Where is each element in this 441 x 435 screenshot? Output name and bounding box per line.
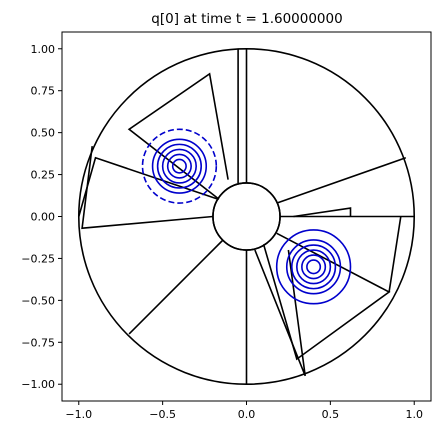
contour-2-level-6 xyxy=(275,229,352,305)
x-axis-ticks: −1.0 −0.5 0.0 0.5 1.0 xyxy=(65,401,423,421)
contour-1-level-5 xyxy=(151,138,208,194)
y-tick-label: 0.50 xyxy=(31,127,56,140)
x-tick-label: 0.5 xyxy=(322,408,340,421)
y-tick-label: −0.75 xyxy=(21,336,55,349)
y-axis-ticks: 1.00 0.75 0.50 0.25 0.00 −0.25 −0.50 −0.75 −1.00 xyxy=(21,43,62,391)
mesh-line-upper-left-block xyxy=(127,72,229,201)
mesh-line-left-block xyxy=(78,156,220,217)
outer-boundary-circle xyxy=(77,47,416,386)
contour-1-level-2 xyxy=(166,153,192,179)
x-tick-label: 0.0 xyxy=(238,408,256,421)
contour-1-level-1 xyxy=(171,158,187,174)
contour-1-level-6 xyxy=(141,128,218,204)
y-tick-label: −1.00 xyxy=(21,378,55,391)
contour-2-level-1 xyxy=(306,259,322,275)
mesh-line-right-top-line xyxy=(276,157,407,204)
contour-2-level-5 xyxy=(285,239,342,295)
y-tick-label: 0.25 xyxy=(31,169,56,182)
chart-title: q[0] at time t = 1.60000000 xyxy=(151,11,342,27)
mesh-line-bottom-right-block xyxy=(254,249,306,377)
y-tick-label: 1.00 xyxy=(31,43,56,56)
mesh-line-diag-left-low xyxy=(128,239,224,335)
mesh-line-right-small-cell xyxy=(293,207,352,218)
contour-2-level-2 xyxy=(301,254,327,280)
y-tick-label: −0.50 xyxy=(21,294,55,307)
x-tick-label: −1.0 xyxy=(65,408,92,421)
x-tick-label: 1.0 xyxy=(405,408,423,421)
inner-circle-fill xyxy=(213,183,280,250)
mesh-line-left-lower-block xyxy=(81,146,214,230)
y-tick-label: −0.25 xyxy=(21,252,55,265)
mesh-line-lower-right-wedge xyxy=(262,232,391,361)
y-tick-label: 0.00 xyxy=(31,211,56,224)
y-tick-label: 0.75 xyxy=(31,85,56,98)
contour-1-level-3 xyxy=(161,148,197,184)
inner-boundary-outline xyxy=(212,182,281,251)
mesh-layer xyxy=(77,47,416,386)
contour-1-level-4 xyxy=(156,143,203,189)
contour-2-level-4 xyxy=(290,244,337,290)
contour-2-level-3 xyxy=(296,249,332,285)
mesh-line-right-lower-arc-edge xyxy=(388,216,402,293)
x-tick-label: −0.5 xyxy=(149,408,176,421)
contour-layer xyxy=(141,128,352,305)
